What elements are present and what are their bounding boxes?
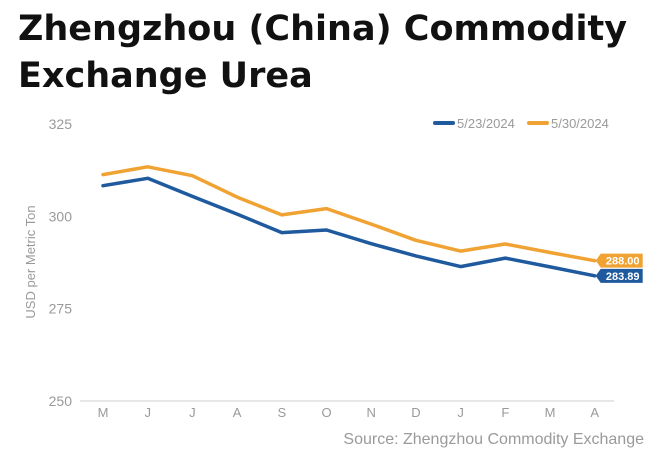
x-tick-label: M <box>98 405 109 420</box>
end-label-value: 283.89 <box>606 271 640 283</box>
y-tick-label: 250 <box>49 393 73 409</box>
title-line-2: Exchange Urea <box>18 56 313 96</box>
legend-label-1: 5/23/2024 <box>457 116 515 131</box>
chart-title: Zhengzhou (China) Commodity Exchange Ure… <box>18 6 648 100</box>
end-label-1: 283.89 <box>595 268 643 283</box>
y-tick-labels: 325 300 275 250 <box>49 116 73 409</box>
source-note: Source: Zhengzhou Commodity Exchange <box>343 431 644 448</box>
x-tick-label: J <box>457 405 464 420</box>
end-value-labels: 283.89 288.00 <box>595 253 643 283</box>
end-label-2: 288.00 <box>595 253 643 268</box>
series-line-2 <box>101 165 597 263</box>
y-axis-label: USD per Metric Ton <box>23 205 38 318</box>
legend: 5/23/2024 5/30/2024 <box>433 116 609 131</box>
x-tick-label: N <box>367 405 376 420</box>
y-tick-label: 325 <box>49 116 73 132</box>
series-line-1 <box>101 176 597 278</box>
y-tick-label: 275 <box>49 301 73 317</box>
series-lines <box>101 165 597 278</box>
x-tick-label: J <box>189 405 196 420</box>
y-tick-label: 300 <box>49 208 73 224</box>
x-tick-label: M <box>545 405 556 420</box>
end-label-box <box>595 268 643 283</box>
title-line-1: Zhengzhou (China) Commodity <box>18 9 628 49</box>
legend-label-2: 5/30/2024 <box>551 116 609 131</box>
x-tick-label: D <box>411 405 420 420</box>
x-tick-label: A <box>590 405 599 420</box>
x-tick-label: A <box>233 405 242 420</box>
end-label-value: 288.00 <box>606 256 640 268</box>
x-tick-label: F <box>501 405 509 420</box>
x-tick-label: O <box>321 405 331 420</box>
x-tick-label: J <box>144 405 151 420</box>
end-label-box <box>595 253 643 268</box>
x-tick-label: S <box>277 405 286 420</box>
